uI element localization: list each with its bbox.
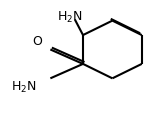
- Text: O: O: [32, 35, 42, 48]
- Text: H$_2$N: H$_2$N: [11, 80, 37, 95]
- Text: H$_2$N: H$_2$N: [57, 9, 83, 25]
